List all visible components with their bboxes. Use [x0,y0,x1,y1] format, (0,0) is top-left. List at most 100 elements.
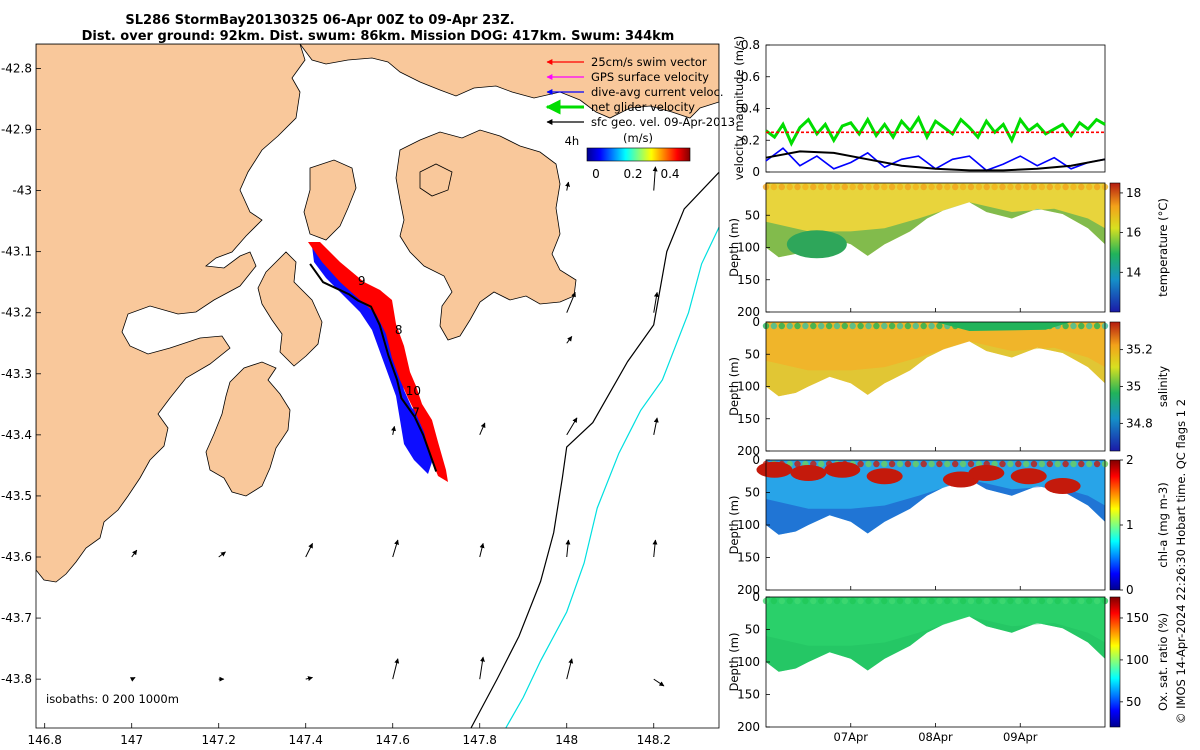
section-y-tick-label: 150 [737,412,760,426]
map-x-axis: 146.8 147 147.2 147.4 147.6 147.8 148 148.2 [28,723,671,747]
section-surface-dot [794,183,801,191]
geo-vector [565,181,571,191]
section-surface-dot [857,183,864,191]
section-colorbar [1109,182,1121,313]
map-frame [35,43,720,729]
geo-vector [305,676,314,681]
section-surface-dot [983,597,990,605]
map-y-tick-label: -43.4 [1,428,32,442]
map-y-tick-label: -43.3 [1,367,32,381]
section-x-tick-label: 07Apr [833,730,868,744]
section-surface-dot [975,183,983,191]
section-surface-dot [888,597,896,605]
section-surface-dot [873,597,880,605]
chla-maximum [866,468,903,485]
section-y-tick-label: 200 [737,305,760,319]
section-surface-dot [1086,183,1093,191]
velocity-y-axis: 0 0.2 0.4 0.6 0.8 [741,38,770,179]
section-surface-dot [1007,183,1014,191]
geo-vector [129,676,136,682]
map-panel: 9 8 10 7 4h 25cm/s swim vector GPS surface … [1,43,735,747]
isobath-legend-text: isobaths: 0 200 1000m [46,692,179,706]
section-temperature: 50 100 150 200 Depth (m) 14 16 18 temperature (°… [727,182,1170,319]
section-surface-dot [896,597,904,605]
section-surface-dot [944,183,951,191]
map-y-tick-label: -43.6 [1,550,32,564]
section-surface-dot [1007,597,1014,605]
section-y-tick-label: 200 [737,720,760,734]
section-surface-dot [999,460,1006,468]
geo-vector [566,291,576,313]
section-surface-dot [1015,597,1022,605]
section-y-tick-label: 50 [745,208,760,222]
cold-water-patch [786,230,847,259]
section-surface-dot [888,183,896,191]
map-x-tick-label: 147.6 [376,733,410,747]
section-surface-dot [888,322,896,330]
colorbar-tick-label: 16 [1126,226,1141,240]
section-surface-dot [873,183,880,191]
map-legend: 25cm/s swim vector GPS surface velocity … [545,55,735,129]
section-surface-dot [825,322,833,330]
day-label: 7 [412,406,420,420]
colorbar-tick-label: 1 [1126,518,1134,532]
colorbar-tick-label: 50 [1126,695,1141,709]
section-surface-dot [810,183,817,191]
section-surface-dot [841,183,848,191]
section-surface-dot [849,597,856,605]
section-surface-dot [1015,460,1022,468]
section-surface-dot [865,322,872,330]
section-surface-dot [920,322,927,330]
section-surface-dot [1070,322,1077,330]
map-x-tick-label: 147.2 [202,733,236,747]
section-y-tick-label: 150 [737,688,760,702]
section-surface-dot [1093,597,1101,605]
section-surface-dot [904,597,912,605]
section-surface-dot [944,597,951,605]
land-bruny [303,159,357,241]
section-surface-dot [778,597,785,605]
section-surface-dot [857,460,864,468]
section-surface-dot [881,460,888,468]
section-surface-dot [952,183,959,191]
section-surface-dot [912,597,919,605]
section-surface-dot [873,460,880,468]
section-surface-dot [920,597,927,605]
map-x-tick-label: 147.8 [463,733,497,747]
geostrophic-vectors [129,166,665,687]
section-surface-dot [983,183,990,191]
glider-track [309,263,438,472]
map-colorbar [586,147,691,162]
section-surface-dot [770,597,778,605]
section-surface-dot [936,183,943,191]
velocity-series-3 [765,150,1106,172]
section-surface-dot [1030,460,1038,468]
section-surface-dot [967,183,975,191]
section-surface-dot [810,322,817,330]
section-y-tick-label: 100 [737,518,760,532]
chla-maximum [790,465,827,481]
section-surface-dot [1086,460,1093,468]
section-surface-dot [904,460,912,468]
section-surface-dot [1070,597,1077,605]
section-surface-dot [770,183,778,191]
section-surface-dot [959,597,967,605]
legend-current: dive-avg current veloc. [591,85,724,99]
section-surface-dot [896,183,904,191]
chla-maximum [1010,468,1047,485]
section-surface-dot [1038,597,1046,605]
section-chla: 0 50 100 150 200 Depth (m) 0 1 2 chl-a (mg m-3) [727,453,1170,597]
colorbar-tick-label: 100 [1126,653,1149,667]
section-surface-dot [896,460,904,468]
section-surface-dot [857,597,864,605]
section-surface-dot [833,183,841,191]
map-x-tick-label: 147 [120,733,143,747]
land-west [36,44,306,583]
section-surface-dot [881,597,888,605]
geo-vector [653,678,665,687]
legend-swim: 25cm/s swim vector [591,55,707,69]
section-surface-dot [778,322,785,330]
section-surface-dot [1054,460,1061,468]
